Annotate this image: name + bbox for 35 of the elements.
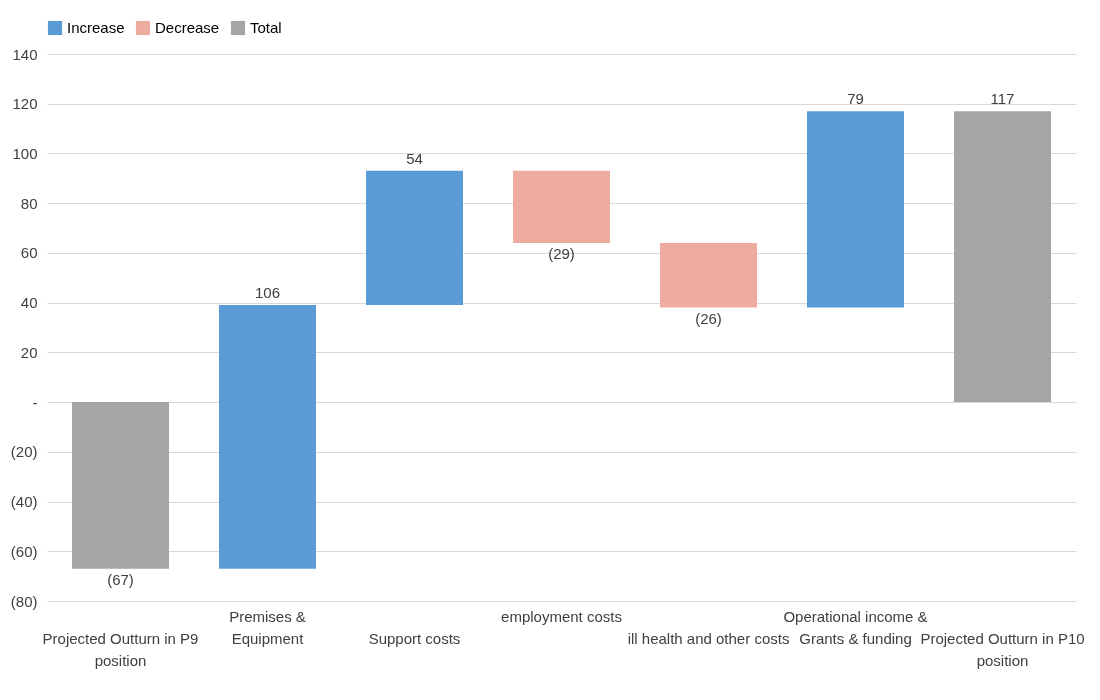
y-tick-label: 120 (12, 95, 38, 113)
y-tick-label: (40) (10, 493, 38, 511)
y-tick-label: 140 (12, 45, 38, 63)
x-tick-label: Premises & Equipment (229, 607, 306, 647)
text: 79 (847, 90, 864, 108)
y-tick-label: 100 (12, 144, 38, 162)
legend-label: Decrease (155, 19, 220, 36)
bar (71, 402, 170, 569)
bar (218, 305, 317, 569)
text: 54 (406, 149, 423, 167)
x-tick-label: Support costs (368, 629, 461, 647)
y-tick-label: 40 (20, 294, 38, 312)
text: 117 (990, 90, 1015, 108)
y-tick-label: 20 (20, 343, 38, 361)
x-tick-label: ill health and other costs (627, 629, 790, 647)
text: (26) (695, 309, 722, 327)
y-tick-label: (60) (10, 542, 38, 560)
y-tick-label: (20) (10, 443, 38, 461)
legend-label: Total (250, 19, 282, 36)
x-tick-label: employment costs (501, 607, 622, 625)
bar (365, 170, 464, 306)
x-tick-label: Projected Outturn in P10 position (920, 629, 1085, 669)
y-tick-label: 60 (20, 244, 38, 262)
bar (659, 242, 758, 308)
y-tick-label: (80) (10, 592, 38, 610)
y-tick-label: - (32, 393, 38, 411)
bar (953, 111, 1052, 403)
y-tick-label: 80 (20, 194, 38, 212)
legend-label: Increase (67, 19, 125, 36)
bar (806, 111, 905, 308)
x-tick-label: Projected Outturn in P9 position (42, 629, 199, 669)
text: (67) (107, 570, 134, 588)
text: 106 (254, 284, 281, 302)
text: (29) (548, 244, 575, 262)
bar (512, 170, 611, 243)
